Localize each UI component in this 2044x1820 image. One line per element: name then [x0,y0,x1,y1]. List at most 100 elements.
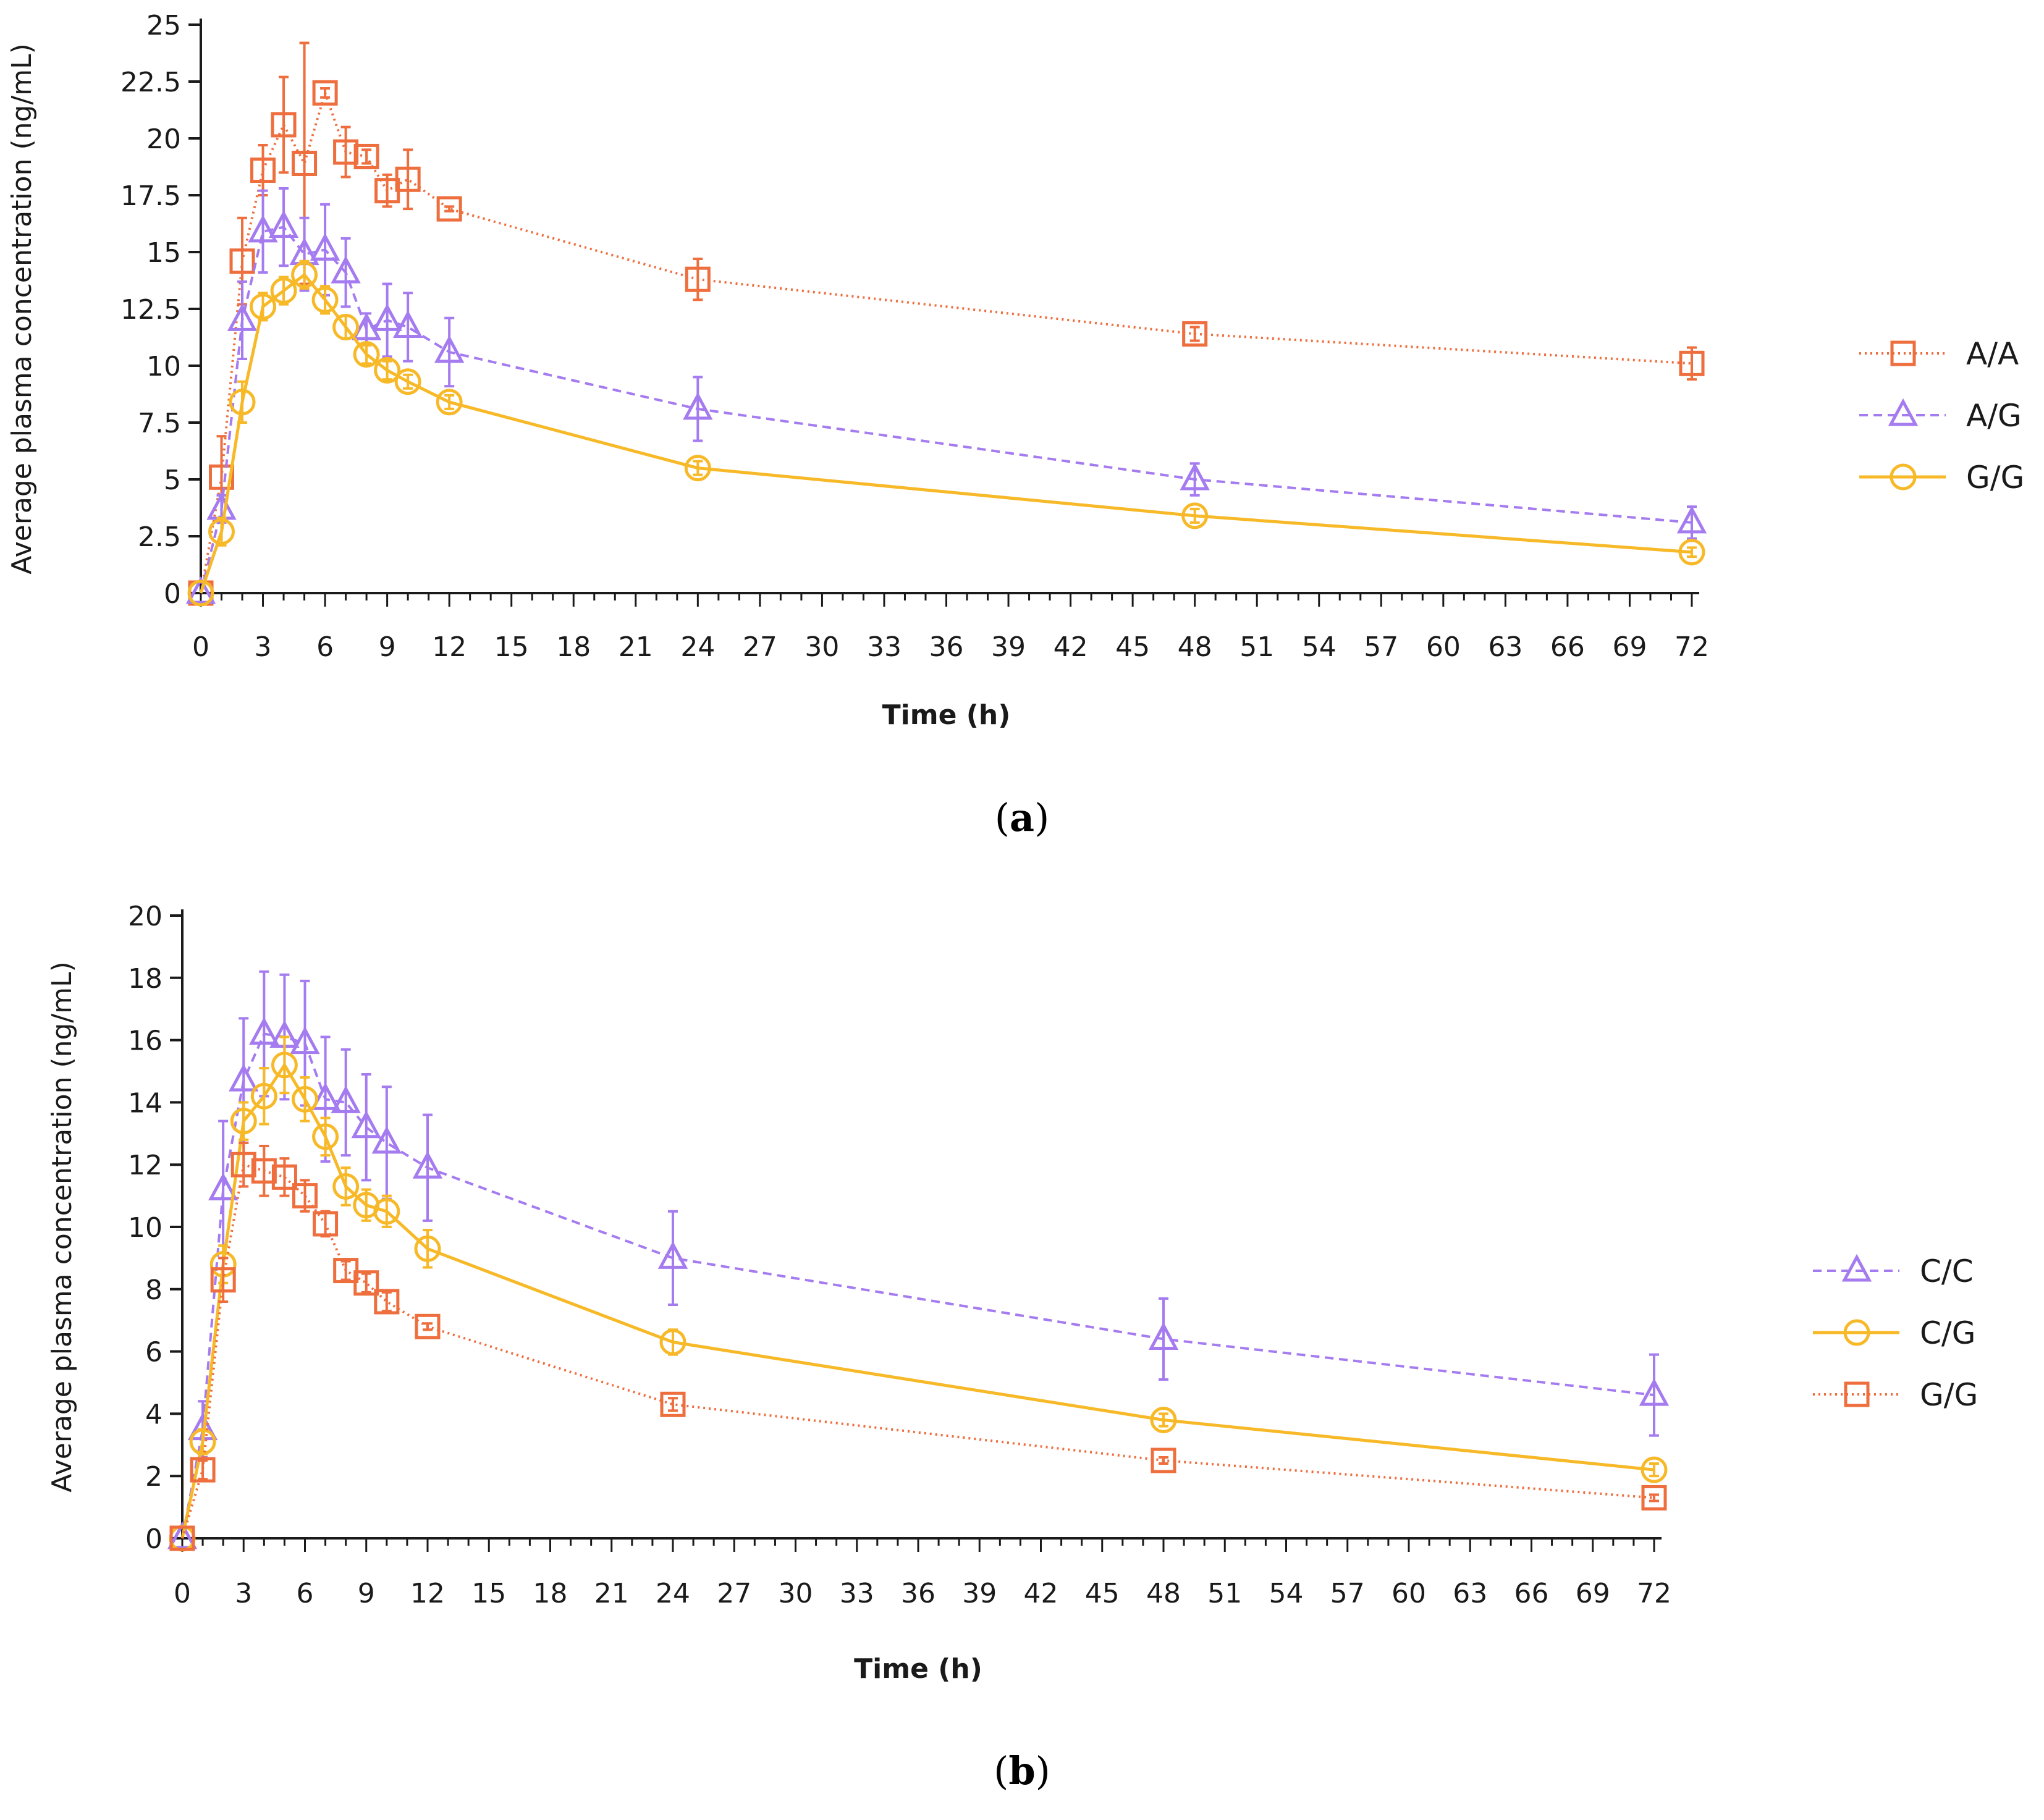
series-line [200,225,1692,594]
data-point [310,233,340,261]
y-tick-label: 18 [128,963,163,995]
data-point [229,389,256,416]
data-point [331,1085,361,1113]
x-tick-label: 48 [1178,631,1212,663]
legend-label: G/G [1920,1377,1978,1413]
x-tick-label: 0 [192,631,209,663]
legend-label: C/C [1920,1253,1974,1289]
data-point [291,261,318,289]
x-tick-label: 63 [1453,1578,1487,1609]
data-point [332,313,360,340]
x-tick-label: 57 [1330,1578,1365,1609]
data-point [1148,1322,1179,1350]
data-point [434,335,465,363]
data-point [167,1521,198,1549]
x-tick-label: 12 [410,1578,445,1609]
x-tick-label: 66 [1514,1578,1549,1609]
data-point [311,286,339,313]
legend-label: G/G [1966,460,2024,495]
legend-item: A/G [1859,398,2022,434]
legend-item: C/G [1813,1315,1976,1351]
x-tick-label: 51 [1207,1578,1242,1609]
x-tick-label: 33 [840,1578,874,1609]
data-point [208,518,235,546]
y-tick-label: 17.5 [120,180,181,212]
y-tick-label: 5 [164,465,181,496]
data-point [1150,1406,1177,1433]
panel-letter: a [1010,795,1034,840]
data-point [394,368,421,395]
legend-item: G/G [1813,1377,1978,1413]
x-tick-label: 54 [1269,1578,1304,1609]
y-tick-label: 14 [128,1087,163,1119]
y-tick-label: 10 [128,1212,163,1244]
data-point [292,1183,318,1209]
series-a-a [188,41,1705,606]
y-tick-label: 20 [128,901,163,932]
x-tick-label: 60 [1392,1578,1426,1609]
data-point [660,1391,686,1417]
data-point [353,143,379,169]
x-tick-label: 72 [1674,631,1709,663]
y-axis-title: Average plasma concentration (ng/mL) [6,43,38,575]
series-line [181,1163,1655,1539]
data-point [415,1313,441,1339]
x-tick-label: 36 [929,631,964,663]
series-line [199,272,1692,594]
data-point [392,310,423,338]
x-tick-label: 30 [779,1578,813,1609]
x-tick-label: 42 [1024,1578,1058,1609]
data-point [250,1082,277,1110]
x-tick-label: 9 [379,631,396,663]
y-tick-label: 6 [145,1337,163,1368]
data-point [268,210,299,238]
x-tick-label: 27 [717,1578,751,1609]
y-tick-label: 10 [146,351,181,382]
data-point [271,1164,297,1190]
data-point [353,1270,379,1296]
x-tick-label: 39 [991,631,1026,663]
x-tick-label: 69 [1576,1578,1610,1609]
data-point [1676,505,1707,534]
x-tick-label: 66 [1550,631,1585,663]
legend-label: A/G [1966,398,2022,434]
y-axis-title: Average plasma concentration (ng/mL) [46,961,78,1493]
data-point [189,1428,216,1456]
y-tick-label: 12 [128,1150,163,1181]
data-point [249,1017,279,1045]
x-tick-label: 21 [619,631,653,663]
legend-label: C/G [1920,1315,1976,1351]
x-tick-label: 3 [255,631,272,663]
x-tick-label: 48 [1146,1578,1181,1609]
data-point [250,293,277,320]
x-tick-label: 27 [743,631,777,663]
legend-marker [1890,340,1916,366]
data-point [351,312,382,340]
x-tick-label: 36 [901,1578,935,1609]
x-tick-label: 42 [1054,631,1088,663]
legend-item: A/A [1859,336,2019,372]
data-point [229,248,255,274]
legend-item: C/C [1813,1253,1974,1289]
data-point [187,579,214,607]
data-point [229,1063,259,1092]
legend: C/C C/G G/G [1813,1253,1978,1413]
data-point [683,392,713,420]
x-tick-label: 51 [1239,631,1274,663]
x-tick-label: 3 [235,1578,252,1609]
y-tick-label: 15 [146,237,181,269]
x-tick-label: 12 [432,631,467,663]
data-point [185,576,216,604]
data-point [684,455,711,482]
x-tick-label: 0 [174,1578,191,1609]
x-tick-label: 15 [494,631,529,663]
data-point [1679,350,1705,376]
x-tick-label: 21 [594,1578,629,1609]
data-point [169,1525,195,1551]
x-tick-label: 9 [358,1578,375,1609]
x-tick-label: 39 [962,1578,997,1609]
data-point [373,1198,400,1225]
